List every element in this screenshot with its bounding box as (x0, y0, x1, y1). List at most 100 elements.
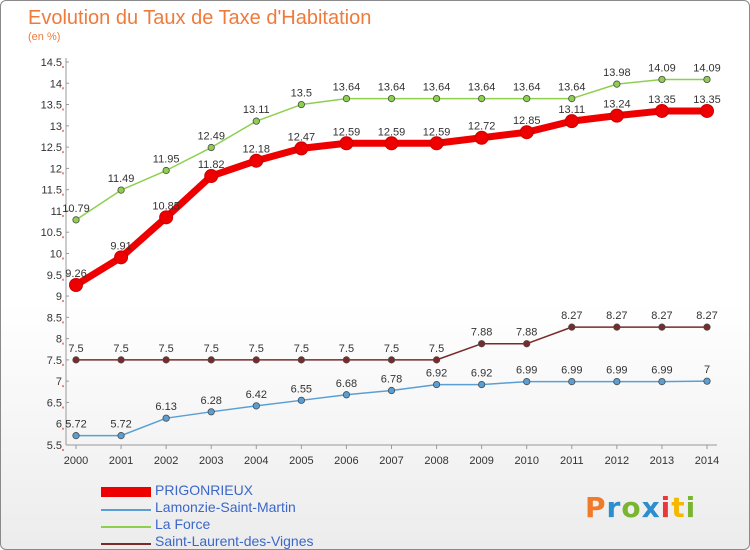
data-label: 8.27 (606, 310, 627, 322)
data-label: 7.5 (113, 343, 128, 355)
x-tick-label: 2010 (514, 455, 538, 467)
x-tick-label: 2006 (334, 455, 358, 467)
data-point (658, 377, 666, 386)
data-point (609, 108, 624, 123)
data-point (432, 380, 441, 389)
data-point (474, 130, 489, 145)
x-tick-label: 2004 (244, 455, 268, 467)
data-label: 13.5 (291, 88, 312, 100)
data-point (387, 386, 396, 395)
data-label: 6.99 (606, 365, 627, 377)
y-tick-label: 13 (50, 121, 62, 133)
data-point (703, 323, 711, 331)
data-point (342, 94, 351, 103)
data-point (387, 356, 396, 364)
data-point (162, 356, 170, 364)
data-label: 6.99 (651, 365, 672, 377)
data-point (658, 323, 666, 331)
data-label: 11.95 (153, 154, 180, 166)
legend-swatch (101, 526, 151, 528)
legend-swatch (101, 487, 151, 497)
data-point (162, 414, 170, 422)
data-point (429, 136, 444, 151)
data-label: 13.64 (468, 82, 496, 94)
data-point (478, 380, 486, 389)
data-label: 11.82 (198, 159, 225, 171)
data-point (432, 356, 441, 364)
data-label: 13.64 (378, 82, 406, 94)
data-label: 11.49 (108, 173, 135, 185)
data-point (564, 114, 579, 129)
x-tick-label: 2000 (64, 455, 88, 467)
data-label: 13.11 (558, 104, 585, 116)
data-label: 12.47 (288, 131, 316, 143)
data-point (703, 75, 711, 84)
data-label: 6.99 (516, 365, 537, 377)
data-point (297, 100, 305, 109)
data-point (568, 377, 576, 386)
data-label: 6.55 (291, 383, 312, 395)
y-tick-label: 14.5 (41, 57, 62, 69)
data-point (297, 396, 305, 404)
data-point (703, 377, 711, 385)
data-point (207, 356, 215, 364)
data-point (252, 402, 260, 410)
data-point (700, 103, 714, 118)
data-label: 5.72 (110, 419, 131, 431)
data-label: 8.27 (561, 310, 582, 322)
x-tick-label: 2007 (379, 455, 403, 467)
data-label: 13.35 (648, 94, 676, 106)
data-label: 6.92 (471, 368, 492, 380)
data-point (523, 340, 531, 348)
data-label: 7.88 (516, 327, 537, 339)
data-label: 7.5 (294, 343, 309, 355)
legend-label: Saint-Laurent-des-Vignes (155, 533, 314, 549)
x-tick-label: 2012 (605, 455, 629, 467)
data-label: 13.24 (603, 99, 631, 111)
data-point (613, 323, 621, 331)
data-point (204, 169, 219, 184)
data-label: 6.13 (155, 401, 176, 413)
x-tick-label: 2014 (695, 455, 719, 467)
data-point (117, 186, 125, 194)
data-point (523, 94, 531, 103)
data-label: 14.09 (648, 62, 676, 74)
x-tick-label: 2003 (199, 455, 223, 467)
data-point (207, 143, 215, 152)
data-label: 12.59 (378, 126, 406, 138)
data-label: 8.27 (651, 310, 672, 322)
data-label: 7.5 (339, 343, 354, 355)
data-point (252, 117, 260, 125)
y-tick-label: 8.5 (47, 312, 62, 324)
data-point (432, 94, 441, 103)
data-label: 12.49 (197, 131, 225, 143)
data-label: 12.72 (468, 121, 496, 133)
data-point (339, 136, 354, 151)
data-label: 7.5 (204, 343, 219, 355)
y-tick-label: 14 (50, 78, 62, 90)
data-label: 6.42 (246, 389, 267, 401)
data-point (117, 432, 125, 440)
data-label: 6.68 (336, 378, 357, 390)
data-point (72, 432, 80, 440)
data-point (658, 75, 666, 84)
y-tick-label: 9.5 (47, 270, 62, 282)
data-point (387, 94, 396, 103)
legend-label: La Force (155, 516, 211, 532)
data-label: 7.88 (471, 327, 492, 339)
x-tick-label: 2008 (424, 455, 448, 467)
data-point (207, 408, 215, 416)
data-point (519, 125, 534, 140)
data-label: 10.85 (152, 200, 180, 212)
data-label: 6.78 (381, 374, 402, 386)
data-point (342, 356, 351, 364)
data-point (478, 340, 486, 348)
data-label: 6.28 (201, 395, 222, 407)
data-label: 13.64 (513, 82, 541, 94)
data-label: 13.64 (423, 82, 451, 94)
data-label: 12.85 (513, 115, 541, 127)
data-point (523, 377, 531, 386)
data-point (162, 166, 170, 175)
